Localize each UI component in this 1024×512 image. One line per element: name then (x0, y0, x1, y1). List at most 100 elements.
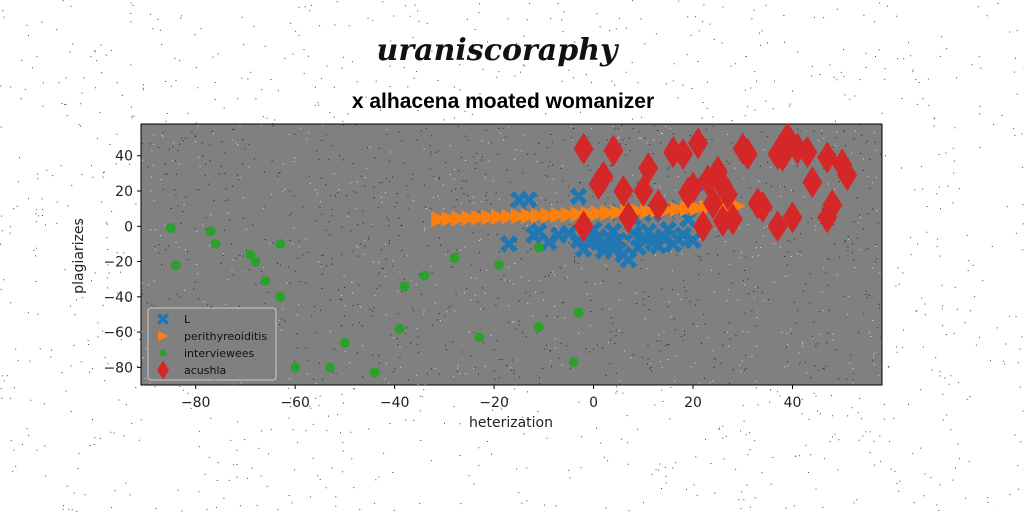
point-3-37 (712, 204, 733, 237)
x-tick-label: −20 (479, 395, 509, 411)
point-0-0 (500, 234, 518, 253)
point-2-18 (494, 260, 505, 271)
legend-box (147, 307, 277, 381)
point-3-29 (797, 136, 818, 169)
point-2-1 (170, 260, 181, 271)
point-1-4 (471, 209, 488, 226)
point-2-19 (533, 321, 544, 332)
point-1-3 (461, 210, 478, 227)
point-3-35 (837, 159, 858, 192)
point-2-6 (260, 275, 271, 286)
point-1-9 (520, 208, 537, 225)
x-tick-label: −40 (380, 395, 410, 411)
point-2-10 (324, 362, 335, 373)
point-2-20 (533, 242, 544, 253)
point-1-6 (491, 209, 508, 226)
x-tick-label: −80 (181, 395, 211, 411)
point-1-18 (610, 204, 627, 221)
y-tick-label: 0 (124, 219, 133, 235)
point-2-14 (394, 323, 405, 334)
chart-title: x alhacena moated womanizer (352, 90, 654, 113)
point-2-22 (568, 357, 579, 368)
point-3-6 (618, 201, 639, 234)
point-3-23 (767, 210, 788, 243)
point-2-21 (573, 307, 584, 318)
y-tick-label: −80 (103, 360, 133, 376)
point-1-11 (540, 207, 557, 224)
point-0-30 (684, 231, 702, 250)
series-2 (165, 223, 584, 378)
y-tick-label: 40 (115, 149, 133, 165)
point-3-31 (817, 141, 838, 174)
legend-label-1: perithyreoiditis (184, 330, 267, 343)
point-3-1 (573, 210, 594, 243)
point-1-17 (600, 204, 617, 221)
point-3-39 (648, 189, 669, 222)
point-3-38 (663, 136, 684, 169)
x-tick-label: 40 (784, 395, 802, 411)
point-3-26 (777, 124, 798, 155)
point-1-26 (689, 200, 706, 217)
legend-marker-2 (159, 349, 167, 357)
point-3-8 (638, 152, 659, 185)
point-3-22 (752, 190, 773, 223)
legend-label-3: acushla (184, 364, 226, 377)
point-1-1 (441, 210, 458, 227)
point-3-20 (737, 137, 758, 170)
point-3-5 (613, 175, 634, 208)
point-0-34 (604, 222, 623, 241)
point-3-11 (687, 127, 708, 160)
y-tick-label: 20 (115, 184, 133, 200)
point-3-0 (573, 132, 594, 165)
x-tick-label: −60 (280, 395, 310, 411)
point-2-0 (165, 223, 176, 234)
x-tick-label: 0 (589, 395, 598, 411)
point-0-6 (569, 187, 588, 206)
y-axis-label: plagiarizes (71, 218, 87, 294)
point-2-16 (449, 253, 460, 264)
point-0-32 (510, 190, 528, 209)
point-1-7 (501, 208, 518, 225)
point-1-13 (560, 206, 577, 223)
point-1-8 (510, 208, 527, 225)
data-marks (165, 124, 858, 378)
point-3-30 (802, 166, 823, 199)
point-3-27 (782, 201, 803, 234)
point-2-17 (474, 332, 485, 343)
point-0-23 (649, 236, 668, 255)
point-3-14 (702, 187, 723, 220)
series-3 (573, 124, 858, 243)
point-2-12 (369, 367, 380, 378)
point-2-9 (290, 362, 301, 373)
point-2-3 (210, 238, 221, 249)
axis-ticks: −80 −60 −40 −20 0 20 40 −80 −60 −40 −20 0 20 40 (103, 149, 801, 411)
legend-marker-3 (157, 360, 169, 380)
point-3-3 (593, 160, 614, 193)
legend-marker-1 (158, 331, 168, 341)
point-2-4 (245, 249, 256, 260)
point-3-36 (683, 171, 704, 204)
point-1-16 (590, 205, 607, 222)
point-1-10 (530, 207, 547, 224)
point-2-8 (275, 291, 286, 302)
point-1-5 (481, 209, 498, 226)
point-1-24 (670, 201, 687, 218)
y-tick-label: −40 (103, 290, 133, 306)
legend-label-0: L (184, 313, 191, 326)
point-1-0 (431, 211, 448, 228)
y-tick-label: −60 (103, 325, 133, 341)
point-1-14 (570, 206, 587, 223)
point-0-15 (609, 231, 628, 250)
point-3-33 (822, 189, 843, 222)
legend-marker-0 (157, 313, 169, 325)
chart-suptitle: uraniscoraphy (377, 33, 620, 68)
point-2-7 (275, 238, 286, 249)
point-0-19 (629, 238, 648, 257)
point-3-4 (603, 134, 624, 167)
point-2-5 (250, 256, 261, 267)
point-0-33 (524, 226, 543, 245)
x-axis-label: heterization (469, 415, 553, 431)
y-tick-label: −20 (103, 255, 133, 271)
